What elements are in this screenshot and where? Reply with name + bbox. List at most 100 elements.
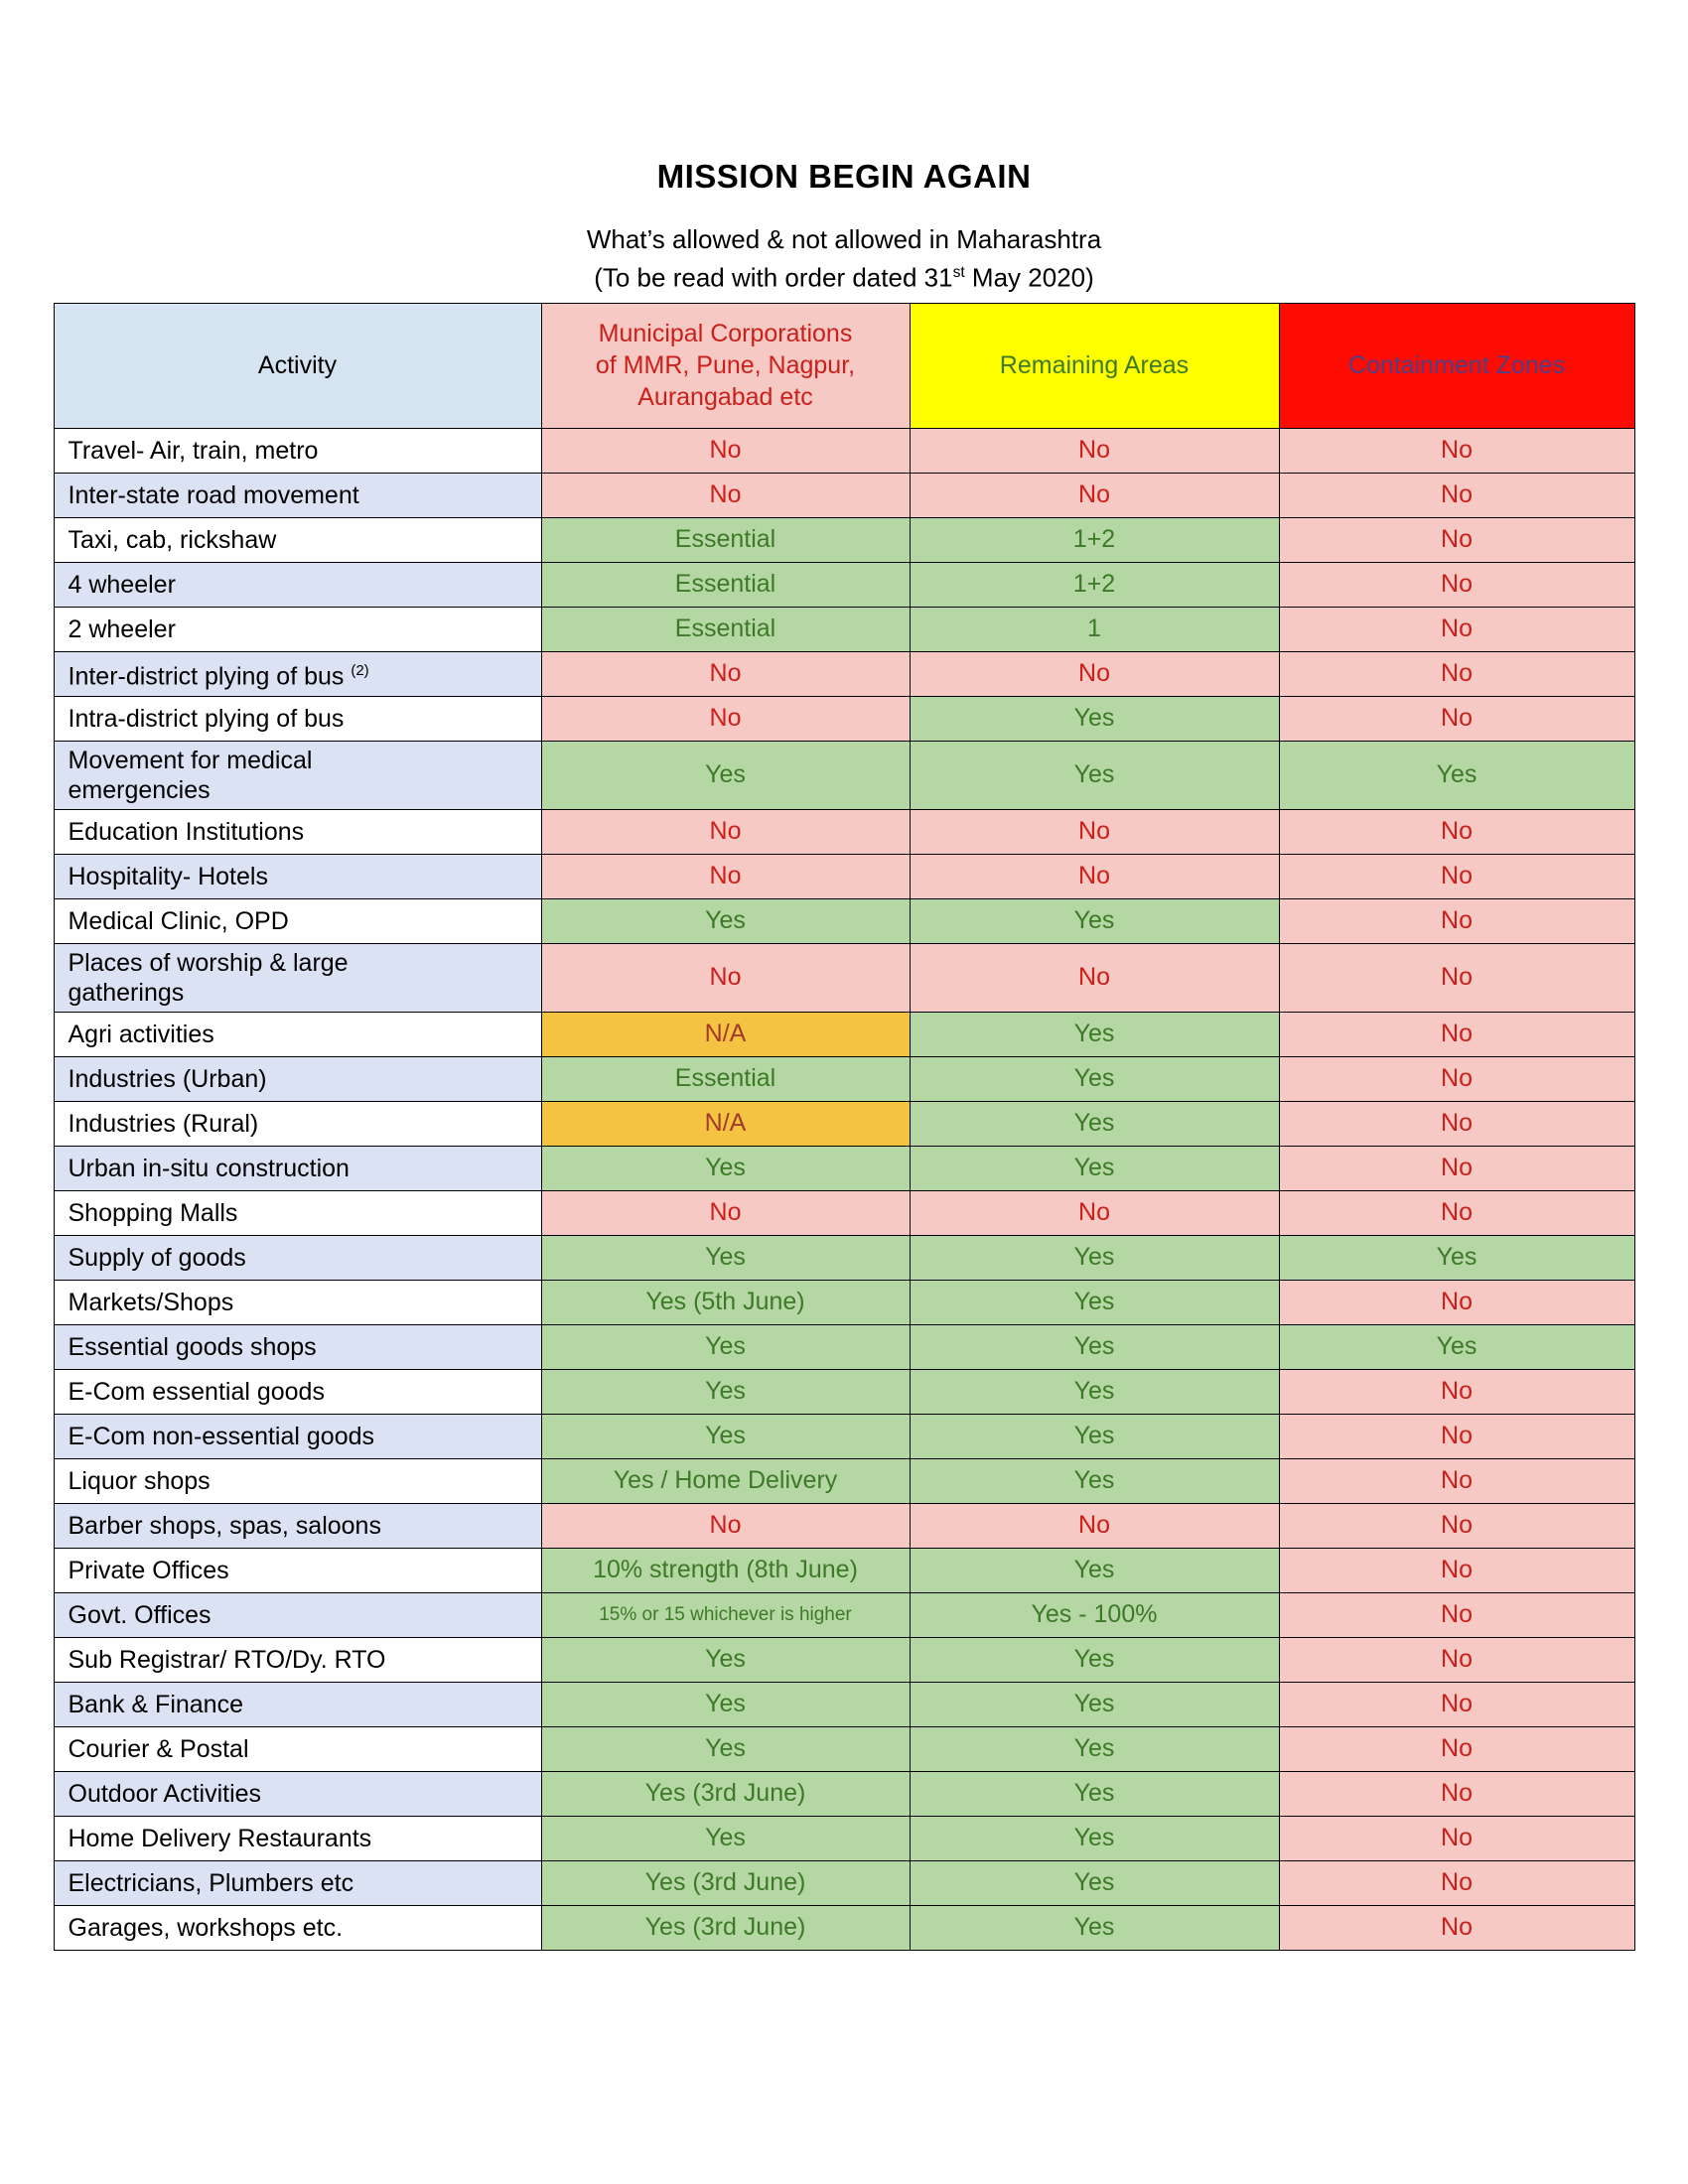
status-cell: Yes xyxy=(1278,1234,1635,1281)
activity-cell: Markets/Shops xyxy=(53,1279,542,1325)
activity-cell: Outdoor Activities xyxy=(53,1770,542,1817)
activity-cell: Govt. Offices xyxy=(53,1591,542,1638)
activity-superscript: (2) xyxy=(351,661,369,679)
status-cell: Yes xyxy=(540,1681,911,1727)
table-row: Bank & Finance Yes Yes No xyxy=(53,1681,1635,1727)
status-cell: Yes (3rd June) xyxy=(540,1770,911,1817)
status-cell: Yes xyxy=(909,1368,1280,1415)
status-cell: No xyxy=(1278,561,1635,608)
status-cell: Essential xyxy=(540,606,911,652)
activity-cell: Liquor shops xyxy=(53,1457,542,1504)
activity-cell: Bank & Finance xyxy=(53,1681,542,1727)
table-row: Markets/Shops Yes (5th June) Yes No xyxy=(53,1279,1635,1325)
table-row: Garages, workshops etc. Yes (3rd June) Yes… xyxy=(53,1904,1635,1951)
activity-cell: Travel- Air, train, metro xyxy=(53,427,542,474)
status-cell: No xyxy=(540,942,911,1013)
subtitle-line2-post: May 2020) xyxy=(964,262,1094,293)
status-cell: N/A xyxy=(540,1011,911,1057)
table-row: Courier & Postal Yes Yes No xyxy=(53,1725,1635,1772)
status-cell: Yes xyxy=(540,1234,911,1281)
header-activity: Activity xyxy=(53,302,542,429)
status-cell: No xyxy=(540,853,911,899)
activity-cell: Movement for medical emergencies xyxy=(53,740,542,810)
subtitle-line2: (To be read with order dated 31st May 20… xyxy=(0,256,1688,295)
status-cell: No xyxy=(1278,1904,1635,1951)
status-cell: Yes xyxy=(909,1234,1280,1281)
status-cell: No xyxy=(1278,1502,1635,1549)
status-cell: N/A xyxy=(540,1100,911,1147)
activity-cell: E-Com essential goods xyxy=(53,1368,542,1415)
header-municipal-corporations: Municipal Corporations of MMR, Pune, Nag… xyxy=(540,302,911,429)
status-cell: No xyxy=(1278,695,1635,742)
activity-cell: Education Institutions xyxy=(53,808,542,855)
page: MISSION BEGIN AGAIN What’s allowed & not… xyxy=(0,159,1688,1951)
status-cell: No xyxy=(1278,650,1635,697)
activity-cell: Hospitality- Hotels xyxy=(53,853,542,899)
table-row: Intra-district plying of bus No Yes No xyxy=(53,695,1635,742)
activity-cell: 4 wheeler xyxy=(53,561,542,608)
status-cell: No xyxy=(1278,1368,1635,1415)
status-cell: Yes xyxy=(909,1815,1280,1861)
status-cell: Yes xyxy=(540,1145,911,1191)
header-remaining-areas: Remaining Areas xyxy=(909,302,1280,429)
status-cell: No xyxy=(1278,1100,1635,1147)
status-cell: No xyxy=(540,1189,911,1236)
status-cell: No xyxy=(1278,1457,1635,1504)
status-cell: No xyxy=(909,427,1280,474)
activity-cell: Industries (Rural) xyxy=(53,1100,542,1147)
table-row: E-Com non-essential goods Yes Yes No xyxy=(53,1413,1635,1459)
status-cell: Yes xyxy=(909,1457,1280,1504)
activity-cell: Medical Clinic, OPD xyxy=(53,897,542,944)
status-cell: Yes xyxy=(909,1681,1280,1727)
activity-cell: Barber shops, spas, saloons xyxy=(53,1502,542,1549)
status-cell: Yes (5th June) xyxy=(540,1279,911,1325)
status-cell: Yes xyxy=(909,1413,1280,1459)
status-cell: No xyxy=(1278,853,1635,899)
activity-cell: Private Offices xyxy=(53,1547,542,1593)
table-row: Home Delivery Restaurants Yes Yes No xyxy=(53,1815,1635,1861)
table-row: Travel- Air, train, metro No No No xyxy=(53,427,1635,474)
status-cell: No xyxy=(1278,1859,1635,1906)
activity-cell: Industries (Urban) xyxy=(53,1055,542,1102)
table-row: Sub Registrar/ RTO/Dy. RTO Yes Yes No xyxy=(53,1636,1635,1683)
status-cell: No xyxy=(540,472,911,518)
status-cell: Yes xyxy=(909,1636,1280,1683)
status-cell: Yes xyxy=(909,1859,1280,1906)
status-cell: Yes xyxy=(540,1725,911,1772)
table-row: 4 wheeler Essential 1+2 No xyxy=(53,561,1635,608)
table-row: Medical Clinic, OPD Yes Yes No xyxy=(53,897,1635,944)
status-cell: No xyxy=(1278,1681,1635,1727)
table-row: Shopping Malls No No No xyxy=(53,1189,1635,1236)
activity-cell: Supply of goods xyxy=(53,1234,542,1281)
status-cell: No xyxy=(1278,1055,1635,1102)
status-cell: No xyxy=(1278,472,1635,518)
status-cell: No xyxy=(540,808,911,855)
status-cell: Yes xyxy=(540,1323,911,1370)
subtitle-line2-superscript: st xyxy=(952,264,965,281)
status-cell: 10% strength (8th June) xyxy=(540,1547,911,1593)
table-body: Travel- Air, train, metro No No No Inter-sta… xyxy=(53,427,1635,1951)
status-cell: No xyxy=(1278,1725,1635,1772)
activity-cell: Shopping Malls xyxy=(53,1189,542,1236)
status-cell: No xyxy=(909,1189,1280,1236)
status-cell: Yes xyxy=(540,1636,911,1683)
activity-cell: Inter-district plying of bus (2) xyxy=(53,650,542,697)
status-cell: Yes xyxy=(909,1725,1280,1772)
activity-cell: Intra-district plying of bus xyxy=(53,695,542,742)
status-cell: No xyxy=(1278,1189,1635,1236)
status-cell: No xyxy=(1278,516,1635,563)
status-cell: Yes xyxy=(909,1770,1280,1817)
status-cell: No xyxy=(1278,1011,1635,1057)
table-row: 2 wheeler Essential 1 No xyxy=(53,606,1635,652)
table-row: Taxi, cab, rickshaw Essential 1+2 No xyxy=(53,516,1635,563)
status-cell: Yes xyxy=(909,897,1280,944)
status-cell: No xyxy=(1278,942,1635,1013)
status-cell: Yes xyxy=(540,740,911,810)
activity-cell: Garages, workshops etc. xyxy=(53,1904,542,1951)
status-cell: Yes (3rd June) xyxy=(540,1904,911,1951)
status-cell: Yes xyxy=(909,1145,1280,1191)
status-cell: Yes xyxy=(1278,740,1635,810)
status-cell: No xyxy=(1278,897,1635,944)
activity-cell: Places of worship & large gatherings xyxy=(53,942,542,1013)
status-cell: Yes xyxy=(540,897,911,944)
